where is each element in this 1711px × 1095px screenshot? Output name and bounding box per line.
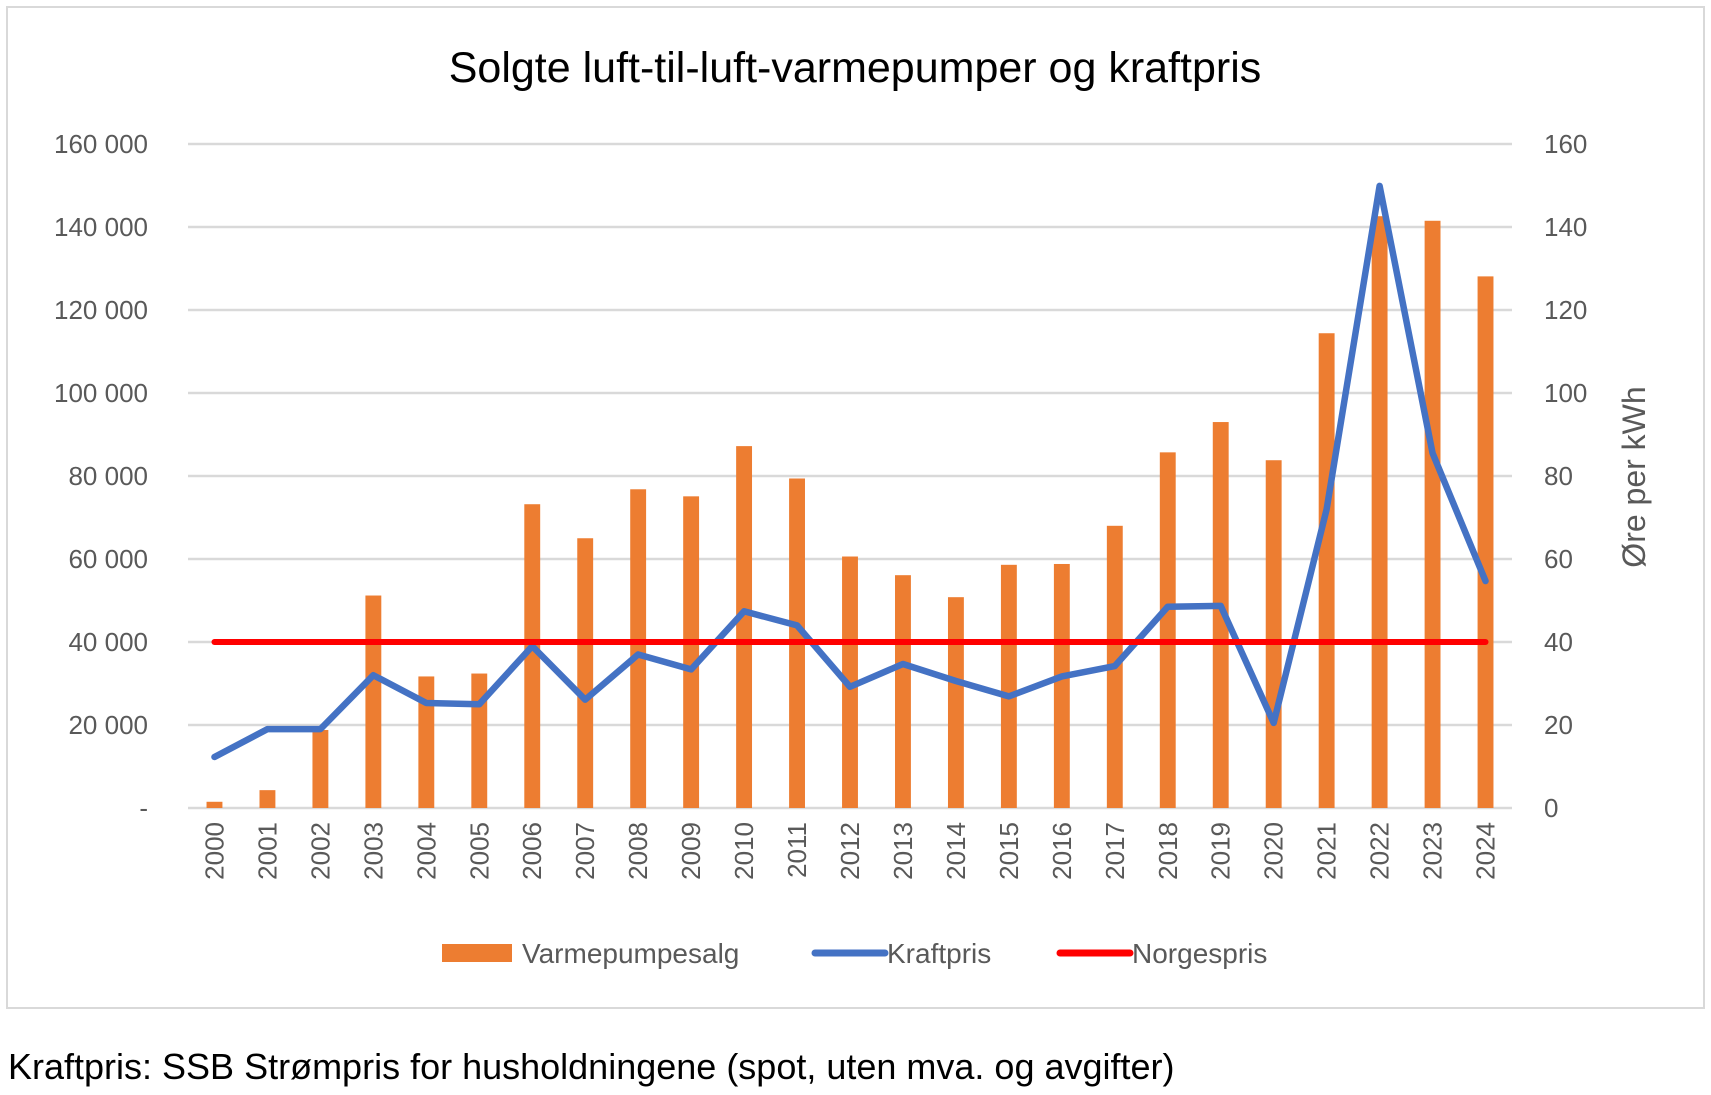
x-tick-label: 2024 [1471, 822, 1501, 880]
x-tick-label: 2012 [835, 822, 865, 880]
x-tick-label: 2002 [305, 822, 335, 880]
bar-2004 [418, 676, 435, 808]
x-tick-label: 2023 [1418, 822, 1448, 880]
x-tick-label: 2007 [570, 822, 600, 880]
x-tick-label: 2014 [941, 822, 971, 880]
bar-2013 [895, 575, 911, 808]
bar-2014 [947, 597, 964, 808]
x-tick-label: 2010 [729, 822, 759, 880]
chart-title: Solgte luft-til-luft-varmepumper og kraf… [449, 44, 1262, 92]
left-tick-label: 120 000 [54, 295, 148, 325]
bar-2015 [1000, 564, 1017, 808]
x-tick-label: 2017 [1100, 822, 1130, 880]
bar-2018 [1159, 452, 1176, 808]
right-tick-label: 20 [1544, 710, 1573, 740]
left-tick-label: 80 000 [68, 461, 148, 491]
bar-2009 [683, 496, 700, 808]
chart-border [6, 6, 1705, 1009]
footnote: Kraftpris: SSB Strømpris for husholdning… [8, 1046, 1175, 1087]
bar-2007 [577, 538, 594, 808]
left-tick-label: 20 000 [68, 710, 148, 740]
bar-2016 [1053, 563, 1070, 808]
x-tick-label: 2000 [199, 822, 229, 880]
x-tick-label: 2020 [1259, 822, 1289, 880]
bar-2008 [630, 489, 647, 808]
left-tick-label: 160 000 [54, 129, 148, 159]
left-tick-label: - [139, 793, 148, 823]
x-tick-label: 2003 [358, 822, 388, 880]
right-tick-label: 60 [1544, 544, 1573, 574]
left-tick-label: 140 000 [54, 212, 148, 242]
x-tick-label: 2016 [1047, 822, 1077, 880]
x-tick-label: 2013 [888, 822, 918, 880]
right-axis-label: Øre per kWh [1616, 386, 1652, 567]
bar-2000 [206, 801, 223, 808]
bar-2002 [312, 729, 329, 808]
legend-label-kraftpris: Kraftpris [887, 938, 991, 969]
right-tick-label: 120 [1544, 295, 1587, 325]
bar-2001 [259, 790, 276, 808]
x-tick-label: 2001 [252, 822, 282, 880]
right-tick-label: 100 [1544, 378, 1587, 408]
legend: Varmepumpesalg Kraftpris Norgespris [442, 938, 1267, 969]
bar-2010 [736, 446, 753, 808]
x-tick-label: 2004 [411, 822, 441, 880]
x-tick-label: 2006 [517, 822, 547, 880]
legend-swatch-varmepumpesalg [442, 944, 512, 962]
bar-2006 [524, 504, 541, 808]
legend-label-varmepumpesalg: Varmepumpesalg [522, 938, 739, 969]
x-tick-label: 2005 [464, 822, 494, 880]
bar-2019 [1212, 422, 1229, 808]
right-tick-label: 80 [1544, 461, 1573, 491]
x-tick-label: 2011 [782, 822, 812, 878]
x-tick-label: 2022 [1365, 822, 1395, 880]
x-tick-label: 2019 [1206, 822, 1236, 880]
x-tick-label: 2018 [1153, 822, 1183, 880]
right-tick-label: 160 [1544, 129, 1587, 159]
right-tick-label: 140 [1544, 212, 1587, 242]
left-tick-label: 100 000 [54, 378, 148, 408]
bar-2020 [1265, 460, 1282, 808]
right-tick-label: 0 [1544, 793, 1558, 823]
legend-label-norgespris: Norgespris [1132, 938, 1267, 969]
left-tick-label: 60 000 [68, 544, 148, 574]
right-tick-label: 40 [1544, 627, 1573, 657]
bar-2021 [1318, 333, 1335, 808]
x-tick-label: 2021 [1312, 822, 1342, 880]
chart: Solgte luft-til-luft-varmepumper og kraf… [6, 6, 1705, 1009]
x-tick-label: 2008 [623, 822, 653, 880]
x-tick-label: 2015 [994, 822, 1024, 880]
bar-2003 [365, 595, 382, 808]
bar-2023 [1424, 220, 1441, 808]
x-tick-label: 2009 [676, 822, 706, 880]
bar-2022 [1371, 216, 1388, 808]
bar-2024 [1477, 276, 1494, 808]
left-tick-label: 40 000 [68, 627, 148, 657]
